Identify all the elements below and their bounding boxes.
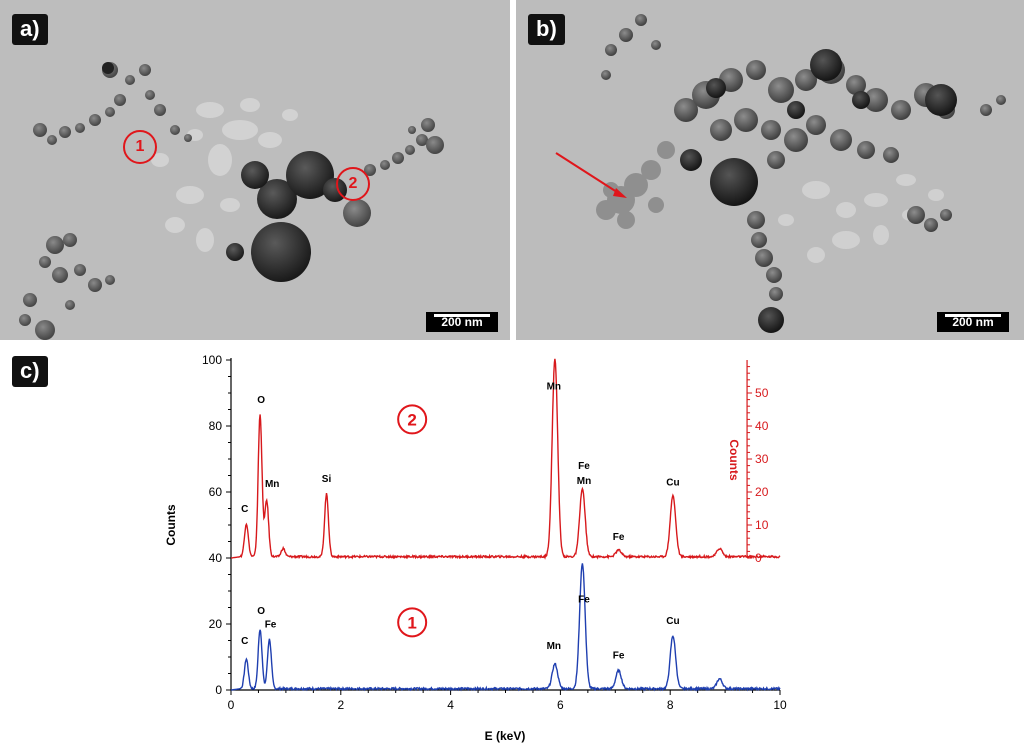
peak-label: Fe (613, 532, 625, 543)
region-marker-1: 1 (123, 130, 157, 164)
x-tick-label: 6 (557, 698, 564, 712)
scale-bar-b: 200 nm (937, 312, 1009, 332)
spectrum-marker-label: 2 (407, 410, 416, 429)
x-tick-label: 0 (228, 698, 235, 712)
tem-panel-a: a) 1 2 200 nm (0, 0, 510, 340)
y-axis-label-right: Counts (727, 439, 741, 481)
x-tick-label: 8 (667, 698, 674, 712)
y-tick-label-left: 80 (209, 419, 223, 433)
peak-label: Si (322, 474, 332, 485)
peak-label: Fe (578, 595, 590, 606)
scale-bar-line-a (434, 314, 490, 317)
y-tick-label-left: 20 (209, 617, 223, 631)
region-marker-2: 2 (336, 167, 370, 201)
scale-bar-a: 200 nm (426, 312, 498, 332)
peak-label: Mn (577, 476, 591, 487)
peak-label: Mn (265, 479, 279, 490)
peak-label: O (257, 395, 265, 406)
peak-label: C (241, 636, 248, 647)
scale-bar-label-a: 200 nm (441, 315, 483, 329)
peak-label: Fe (578, 461, 590, 472)
peak-label: C (241, 504, 248, 515)
x-tick-label: 4 (447, 698, 454, 712)
peak-label: O (257, 606, 265, 617)
spectrum-series-1 (230, 563, 781, 692)
spectrum-marker-circle (397, 607, 428, 638)
peak-label: Fe (613, 651, 625, 662)
spectrum-marker-label: 1 (407, 613, 416, 632)
y-tick-label-right: 40 (755, 419, 769, 433)
peak-label: Fe (265, 619, 277, 630)
y-tick-label-left: 0 (215, 683, 222, 697)
tem-image-a (0, 0, 510, 340)
spectrum-marker-circle (397, 404, 428, 435)
panel-label-c: c) (12, 356, 48, 387)
peak-label: Cu (666, 477, 679, 488)
y-tick-label-left: 100 (202, 353, 222, 367)
panel-label-a: a) (12, 14, 48, 45)
tem-image-b (516, 0, 1024, 340)
panel-label-b: b) (528, 14, 565, 45)
y-tick-label-left: 40 (209, 551, 223, 565)
y-tick-label-right: 30 (755, 452, 769, 466)
x-tick-label: 10 (773, 698, 787, 712)
y-tick-label-right: 20 (755, 485, 769, 499)
spectrum-series-2 (230, 358, 781, 560)
x-tick-label: 2 (337, 698, 344, 712)
series-layer (230, 358, 781, 692)
scale-bar-label-b: 200 nm (952, 315, 994, 329)
tem-panel-b: b) 200 nm (516, 0, 1024, 340)
peak-label: Mn (547, 641, 561, 652)
peak-label: Mn (547, 382, 561, 393)
scale-bar-line-b (945, 314, 1001, 317)
y-tick-label-right: 50 (755, 386, 769, 400)
y-tick-label-right: 10 (755, 518, 769, 532)
x-axis-label: E (keV) (485, 729, 526, 743)
peak-label: Cu (666, 616, 679, 627)
y-axis-label-left: Counts (164, 504, 178, 546)
y-tick-label-left: 60 (209, 485, 223, 499)
